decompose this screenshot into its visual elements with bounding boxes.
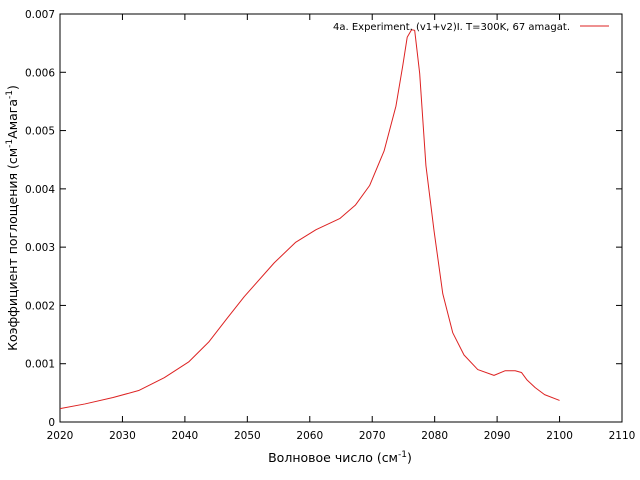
y-tick-label: 0.006	[25, 67, 55, 79]
y-tick-label: 0.003	[25, 242, 55, 254]
y-tick-label: 0.002	[25, 300, 55, 312]
x-tick-label: 2080	[421, 430, 448, 442]
y-tick-label: 0.004	[25, 184, 55, 196]
x-tick-label: 2040	[172, 430, 199, 442]
x-tick-label: 2030	[109, 430, 136, 442]
y-tick-label: 0.005	[25, 126, 55, 138]
y-tick-label: 0.007	[25, 9, 55, 21]
x-tick-label: 2090	[484, 430, 511, 442]
legend-label: 4a. Experiment. (v1+v2)I. T=300K, 67 ama…	[333, 22, 570, 33]
y-tick-label: 0	[48, 417, 55, 429]
x-tick-label: 2100	[546, 430, 573, 442]
y-axis-title: Коэффициент поглощения (см-1Амага-1)	[5, 85, 20, 351]
axis-ticks	[59, 13, 623, 423]
y-tick-label: 0.001	[25, 359, 55, 371]
legend: 4a. Experiment. (v1+v2)I. T=300K, 67 ama…	[333, 22, 609, 33]
x-axis-title: Волновое число (см-1)	[268, 450, 412, 465]
plot-frame	[59, 13, 623, 423]
x-tick-label: 2020	[47, 430, 74, 442]
series-line	[59, 29, 560, 410]
x-tick-label: 2070	[359, 430, 386, 442]
series-lines	[59, 29, 560, 410]
x-tick-label: 2110	[609, 430, 636, 442]
tick-labels: 2020 2030 2040 2050 2060 2070 2080 2090 2100 2110…	[25, 9, 635, 442]
x-tick-label: 2050	[234, 430, 261, 442]
x-tick-label: 2060	[296, 430, 323, 442]
